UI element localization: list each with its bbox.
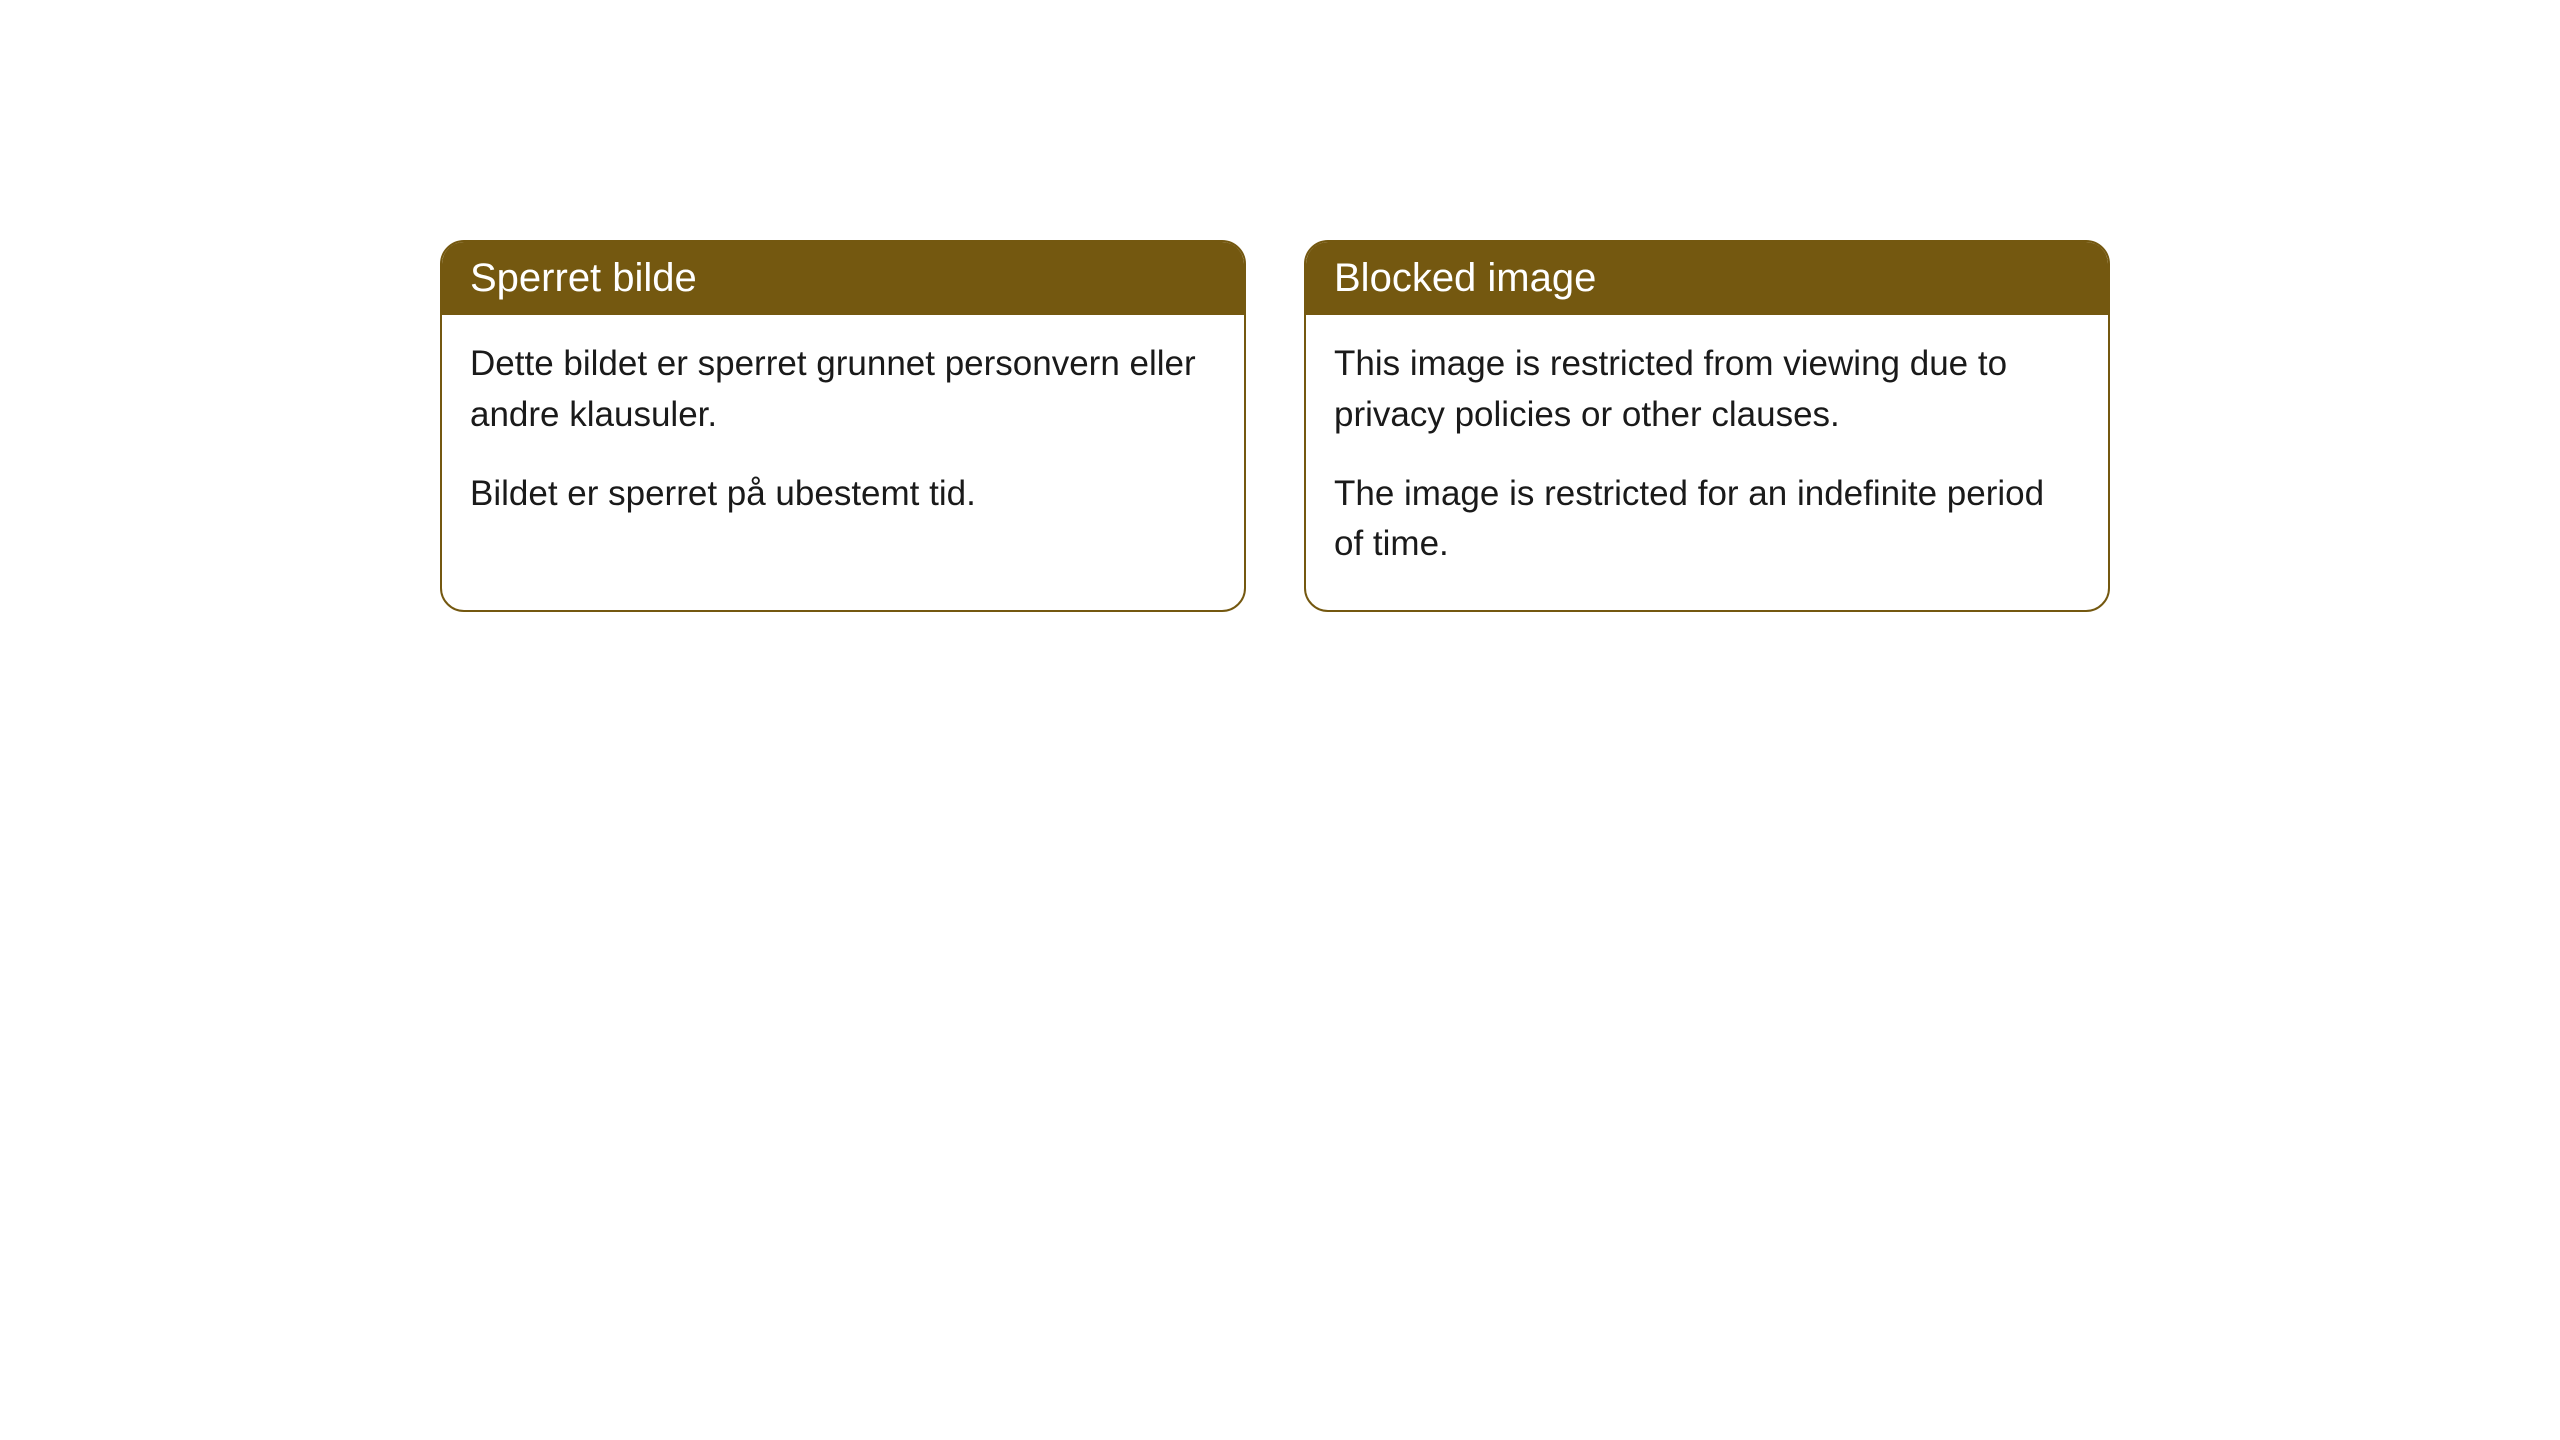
card-header-norwegian: Sperret bilde: [442, 242, 1244, 315]
card-norwegian: Sperret bilde Dette bildet er sperret gr…: [440, 240, 1246, 612]
card-english: Blocked image This image is restricted f…: [1304, 240, 2110, 612]
card-body-english: This image is restricted from viewing du…: [1306, 315, 2108, 610]
card-paragraph: Dette bildet er sperret grunnet personve…: [470, 339, 1216, 441]
card-header-english: Blocked image: [1306, 242, 2108, 315]
cards-container: Sperret bilde Dette bildet er sperret gr…: [440, 240, 2120, 612]
card-body-norwegian: Dette bildet er sperret grunnet personve…: [442, 315, 1244, 559]
card-paragraph: This image is restricted from viewing du…: [1334, 339, 2080, 441]
card-paragraph: The image is restricted for an indefinit…: [1334, 469, 2080, 571]
card-paragraph: Bildet er sperret på ubestemt tid.: [470, 469, 1216, 520]
